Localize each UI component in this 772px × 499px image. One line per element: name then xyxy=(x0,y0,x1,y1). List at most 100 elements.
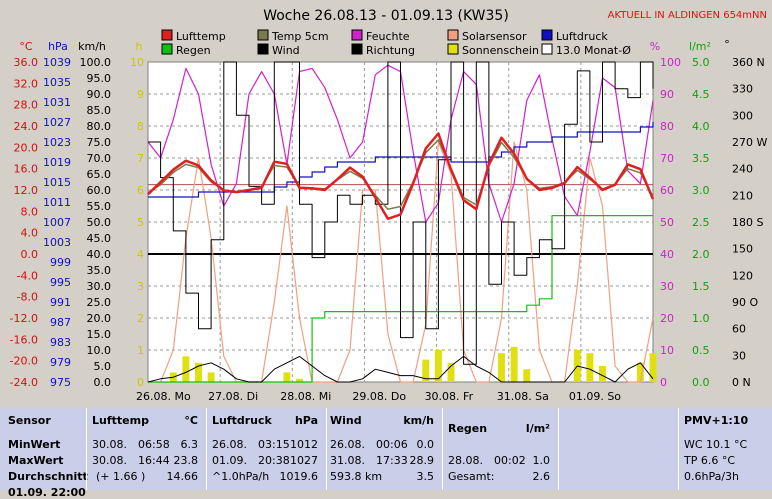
legend-swatch xyxy=(161,43,173,55)
hours-tick-label: 5 xyxy=(137,216,144,229)
lufttemp-max-time: 16:44 xyxy=(138,454,170,467)
sunshine-bar xyxy=(649,353,657,382)
day-label: 26.08. Mo xyxy=(136,390,191,403)
percent-tick-label: 0 xyxy=(660,376,667,389)
rain-unit-label: l/m² xyxy=(689,40,711,53)
temp-tick-label: 36.0 xyxy=(14,56,39,69)
sensor-column: Sensor MinWert MaxWert Durchschnitt 01.0… xyxy=(8,408,88,499)
wind-unit: km/h xyxy=(403,414,434,427)
status-label: AKTUELL IN ALDINGEN 654mNN xyxy=(608,10,767,21)
luftdruck-min-time: 03:15 xyxy=(258,438,290,451)
wind-max-date: 31.08. xyxy=(330,454,365,467)
rain-tick-label: 1.5 xyxy=(692,280,710,293)
column-divider xyxy=(558,408,559,490)
wind-tick-label: 75.0 xyxy=(87,136,112,149)
lufttemp-min-value: 6.3 xyxy=(180,438,199,451)
hours-tick-label: 8 xyxy=(137,120,144,133)
legend-swatch xyxy=(257,43,269,55)
rain-tick-label: 0.5 xyxy=(692,344,710,357)
rain-tick-label: 4.5 xyxy=(692,88,710,101)
regen-day-date: 28.08. xyxy=(448,454,483,467)
legend-swatch xyxy=(351,29,363,41)
pressure-tick-label: 979 xyxy=(50,356,71,369)
day-label: 31.08. Sa xyxy=(497,390,549,403)
legend-label: Sonnenschein xyxy=(462,44,539,57)
sensor-row-max: MaxWert xyxy=(8,454,64,467)
luftdruck-max-date: 01.09. xyxy=(212,454,247,467)
temp-tick-label: 0.0 xyxy=(21,248,39,261)
rain-tick-label: 1.0 xyxy=(692,312,710,325)
wind-min-time: 00:06 xyxy=(376,438,408,451)
lufttemp-avg-note: (+ 1.66 ) xyxy=(96,470,146,483)
percent-tick-label: 80 xyxy=(660,120,674,133)
rain-tick-label: 5.0 xyxy=(692,56,710,69)
pressure-tick-label: 1003 xyxy=(43,236,71,249)
luftdruck-min-date: 26.08. xyxy=(212,438,247,451)
hours-tick-label: 7 xyxy=(137,152,144,165)
wind-line xyxy=(147,355,654,383)
lufttemp-min-time: 06:58 xyxy=(138,438,170,451)
wind-tick-label: 90.0 xyxy=(87,88,112,101)
percent-tick-label: 100 xyxy=(660,56,681,69)
chart-title: Woche 26.08.13 - 01.09.13 (KW35) xyxy=(263,8,509,24)
wind-unit-label: km/h xyxy=(78,40,106,53)
sunshine-bar xyxy=(296,378,303,382)
day-label: 30.08. Fr xyxy=(425,390,474,403)
luftdruck-header: Luftdruck xyxy=(212,414,272,427)
weather-chart: Woche 26.08.13 - 01.09.13 (KW35) AKTUELL … xyxy=(10,8,768,403)
legend-swatch xyxy=(447,29,459,41)
sunshine-bar xyxy=(422,359,430,382)
wind-tick-label: 80.0 xyxy=(87,120,112,133)
wind-tick-label: 40.0 xyxy=(87,248,112,261)
wind-tick-label: 85.0 xyxy=(87,104,112,117)
temp-tick-label: 16.0 xyxy=(14,163,39,176)
wind-tick-label: 20.0 xyxy=(87,312,112,325)
direction-unit-label: ° xyxy=(724,38,730,51)
lufttemp-max-value: 23.8 xyxy=(173,454,199,467)
regen-column: Regen l/m² 28.08. 00:02 1.0 Gesamt: 2.6 xyxy=(448,408,554,490)
wind-tick-label: 15.0 xyxy=(87,328,112,341)
pressure-tick-label: 1019 xyxy=(43,156,71,169)
direction-tick-label: 210 xyxy=(732,189,753,202)
legend-label: Luftdruck xyxy=(556,30,608,43)
luftdruck-min-value: 1012 xyxy=(290,438,318,451)
sunshine-bar xyxy=(636,362,644,382)
percent-tick-label: 10 xyxy=(660,344,674,357)
percent-tick-label: 20 xyxy=(660,312,674,325)
pmv-header: PMV+1:10 xyxy=(684,414,749,427)
sunshine-bar xyxy=(599,366,606,382)
temp-unit-label: °C xyxy=(19,40,33,53)
wind-tick-label: 100.0 xyxy=(80,56,112,69)
wind-tick-label: 0.0 xyxy=(94,376,112,389)
temp-tick-label: 32.0 xyxy=(14,77,39,90)
luftdruck-unit: hPa xyxy=(294,414,318,427)
sunshine-bar xyxy=(498,353,505,382)
pmv-pressure-trend: 0.6hPa/3h xyxy=(684,470,740,483)
pressure-tick-label: 1011 xyxy=(43,196,71,209)
sunshine-bar xyxy=(447,362,455,382)
regen-total-label: Gesamt: xyxy=(448,470,495,483)
percent-tick-label: 90 xyxy=(660,88,674,101)
sunshine-bar xyxy=(434,350,442,382)
hours-tick-label: 2 xyxy=(137,312,144,325)
wind-tick-label: 10.0 xyxy=(87,344,112,357)
direction-tick-label: 330 xyxy=(732,83,753,96)
legend-label: Feuchte xyxy=(366,30,410,43)
temp-tick-label: 12.0 xyxy=(14,184,39,197)
wind-min-value: 0.0 xyxy=(416,438,435,451)
wind-tick-label: 5.0 xyxy=(94,360,112,373)
lufttemp-min-date: 30.08. xyxy=(92,438,127,451)
temp-tick-label: 28.0 xyxy=(14,99,39,112)
legend-swatch xyxy=(257,29,269,41)
temp-tick-label: -24.0 xyxy=(10,376,38,389)
percent-tick-label: 60 xyxy=(660,184,674,197)
pressure-tick-label: 1015 xyxy=(43,176,71,189)
wind-max-value: 28.9 xyxy=(409,454,435,467)
pressure-unit-label: hPa xyxy=(48,40,68,53)
regen-day-value: 1.0 xyxy=(532,454,551,467)
wind-tick-label: 30.0 xyxy=(87,280,112,293)
rain-tick-label: 2.5 xyxy=(692,216,710,229)
temp-tick-label: 4.0 xyxy=(21,227,39,240)
sunshine-bar xyxy=(182,356,190,382)
